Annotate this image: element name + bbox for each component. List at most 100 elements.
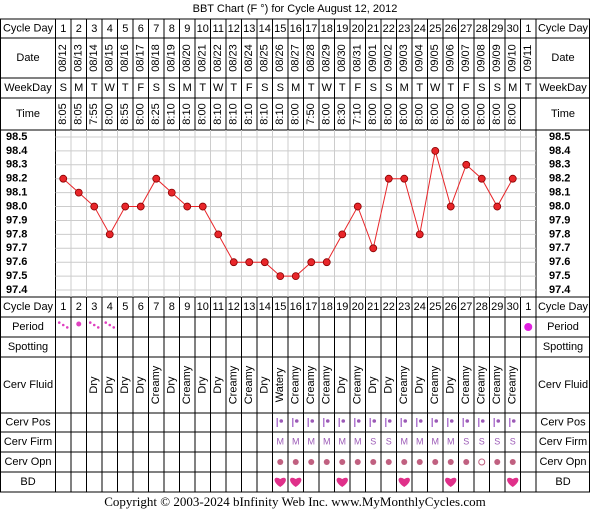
cycle-day: 10 (197, 301, 209, 313)
cycle-day: 2 (76, 301, 82, 313)
weekday: S (168, 82, 175, 94)
cycle-day: 17 (305, 23, 317, 35)
y-tick-label: 97.8 (6, 228, 27, 240)
row-label: Date (551, 52, 574, 64)
y-tick-label: 97.5 (549, 270, 570, 282)
date: 08/29 (321, 44, 333, 72)
date: 08/17 (135, 44, 147, 72)
period-icon (524, 323, 533, 331)
temp-point (229, 258, 238, 267)
time: 7:55 (88, 103, 100, 124)
cerv-pos-icon (372, 419, 377, 423)
row-label: Cerv Firm (4, 436, 52, 448)
weekday: M (400, 82, 409, 94)
cycle-day: 7 (153, 23, 159, 35)
time: 8:00 (290, 103, 302, 124)
temp-point (462, 160, 471, 169)
cycle-day: 1 (525, 23, 531, 35)
cerv-opn-icon (277, 459, 284, 465)
y-tick-label: 97.9 (549, 214, 570, 226)
date: 08/28 (305, 44, 317, 72)
time: 8:00 (414, 103, 426, 124)
date: 08/16 (119, 44, 131, 72)
cerv-opn-icon (370, 459, 377, 465)
weekday: T (416, 82, 423, 94)
bd-heart (274, 477, 286, 487)
temp-point (198, 202, 207, 211)
cycle-day: 22 (383, 301, 395, 313)
cerv-firm: S (494, 436, 500, 446)
cerv-fluid: Creamy (305, 365, 317, 404)
cycle-day: 20 (352, 23, 364, 35)
y-tick-label: 97.4 (549, 284, 571, 296)
cycle-day: 17 (305, 301, 317, 313)
weekday: W (322, 82, 333, 94)
weekday: W (105, 82, 116, 94)
weekday: T (308, 82, 315, 94)
y-tick-label: 98.3 (6, 159, 27, 171)
date: 09/03 (398, 44, 410, 72)
cycle-day: 24 (414, 301, 426, 313)
temp-point (446, 202, 455, 211)
cerv-fluid: Dry (119, 376, 131, 394)
weekday: S (277, 82, 284, 94)
date: 08/22 (212, 44, 224, 72)
date: 08/30 (336, 44, 348, 72)
row-label: Time (16, 108, 40, 120)
cerv-pos-icon (403, 419, 408, 423)
cerv-fluid: Creamy (352, 365, 364, 404)
cerv-fluid: Dry (135, 376, 147, 394)
cycle-day: 22 (383, 23, 395, 35)
temp-point (307, 258, 316, 267)
cycle-day: 13 (243, 301, 255, 313)
cerv-fluid: Dry (414, 376, 426, 394)
row-label: Period (12, 321, 44, 333)
time: 8:00 (383, 103, 395, 124)
y-tick-label: 98.3 (549, 159, 570, 171)
period-icon (108, 323, 112, 327)
bd-heart (507, 477, 519, 487)
cerv-fluid: Dry (166, 376, 178, 394)
row-label: Cycle Day (538, 301, 589, 313)
bd-heart (336, 477, 348, 487)
cerv-fluid: Creamy (507, 365, 519, 404)
cerv-fluid: Creamy (491, 365, 503, 404)
time: 8:00 (104, 103, 116, 124)
date: 08/19 (166, 44, 178, 72)
bd-heart (290, 477, 302, 487)
date: 08/15 (104, 44, 116, 72)
cerv-firm: M (308, 436, 316, 446)
weekday: S (478, 82, 485, 94)
y-tick-label: 97.4 (6, 284, 28, 296)
temp-point (353, 202, 362, 211)
date: 09/06 (445, 44, 457, 72)
cerv-fluid: Creamy (321, 365, 333, 404)
weekday: M (291, 82, 300, 94)
weekday: S (261, 82, 268, 94)
cycle-day: 3 (91, 23, 97, 35)
time: 8:10 (228, 103, 240, 124)
cycle-day: 20 (352, 301, 364, 313)
date: 09/10 (507, 44, 519, 72)
period-icon (104, 321, 108, 324)
row-label: Cerv Opn (4, 456, 51, 468)
weekday: T (339, 82, 346, 94)
cycle-day: 23 (398, 301, 410, 313)
date: 08/18 (150, 44, 162, 72)
cerv-fluid: Creamy (181, 365, 193, 404)
date: 08/20 (181, 44, 193, 72)
date: 08/23 (228, 44, 240, 72)
weekday: F (354, 82, 361, 94)
cerv-firm: S (463, 436, 469, 446)
cerv-opn-icon (308, 459, 315, 465)
cerv-firm: M (292, 436, 300, 446)
cerv-fluid: Creamy (476, 365, 488, 404)
cerv-opn-icon (401, 459, 408, 465)
row-label: Spotting (543, 341, 583, 353)
row-label: Cerv Fluid (3, 379, 53, 391)
date: 08/27 (290, 44, 302, 72)
time: 8:00 (491, 103, 503, 124)
cycle-day: 8 (169, 301, 175, 313)
temp-point (214, 230, 223, 239)
period-icon (65, 326, 69, 329)
